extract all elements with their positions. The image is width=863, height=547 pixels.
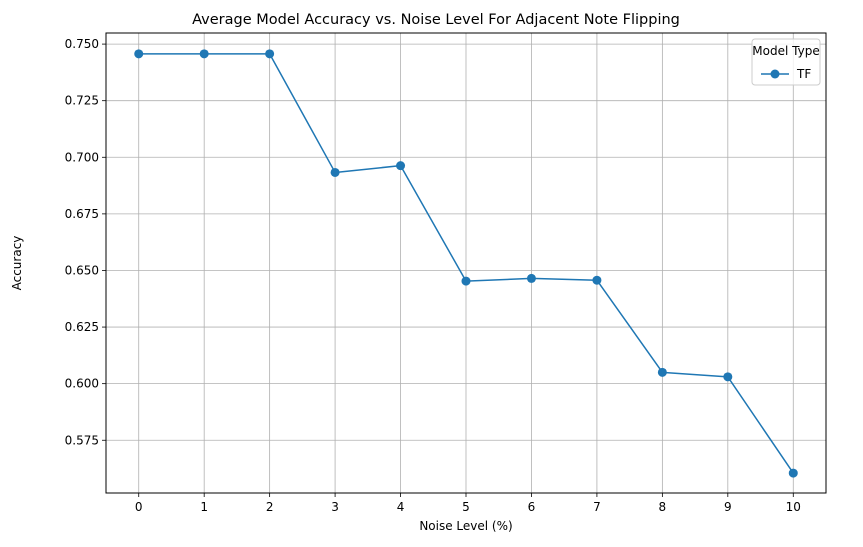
x-tick-label: 2 — [266, 500, 274, 514]
x-tick-label: 6 — [528, 500, 536, 514]
data-point — [788, 468, 798, 478]
y-tick-label: 0.625 — [65, 320, 99, 334]
y-tick-label: 0.675 — [65, 207, 99, 221]
x-tick-label: 10 — [786, 500, 801, 514]
legend-marker-swatch — [770, 69, 780, 79]
x-tick-label: 4 — [397, 500, 405, 514]
data-point — [526, 273, 536, 283]
data-point — [199, 49, 209, 59]
x-tick-label: 1 — [200, 500, 208, 514]
x-tick-label: 0 — [135, 500, 143, 514]
x-tick-label: 8 — [659, 500, 667, 514]
y-axis-ticks: 0.575 0.600 0.625 0.650 0.675 0.700 0.725 0.750 — [65, 37, 106, 447]
data-point — [265, 49, 275, 59]
x-tick-label: 3 — [331, 500, 339, 514]
series-markers — [134, 49, 798, 478]
y-tick-label: 0.700 — [65, 150, 99, 164]
y-axis-label: Accuracy — [10, 236, 24, 291]
chart-title: Average Model Accuracy vs. Noise Level F… — [192, 12, 680, 28]
y-tick-label: 0.575 — [65, 433, 99, 447]
data-point — [592, 275, 602, 285]
y-tick-label: 0.750 — [65, 37, 99, 51]
x-tick-label: 5 — [462, 500, 470, 514]
data-point — [461, 276, 471, 286]
data-point — [396, 161, 406, 171]
x-tick-label: 9 — [724, 500, 732, 514]
data-point — [134, 49, 144, 59]
y-tick-label: 0.650 — [65, 263, 99, 277]
x-axis-label: Noise Level (%) — [419, 519, 512, 533]
y-tick-label: 0.725 — [65, 94, 99, 108]
data-point — [723, 372, 733, 382]
grid — [106, 33, 826, 493]
x-tick-label: 7 — [593, 500, 601, 514]
legend-entry-label: TF — [796, 67, 811, 81]
legend: Model Type TF — [751, 38, 821, 86]
y-tick-label: 0.600 — [65, 377, 99, 391]
data-point — [657, 367, 667, 377]
data-point — [330, 167, 340, 177]
x-axis-ticks: 0 1 2 3 4 5 6 7 8 9 10 — [135, 493, 801, 514]
legend-title: Model Type — [752, 44, 819, 58]
